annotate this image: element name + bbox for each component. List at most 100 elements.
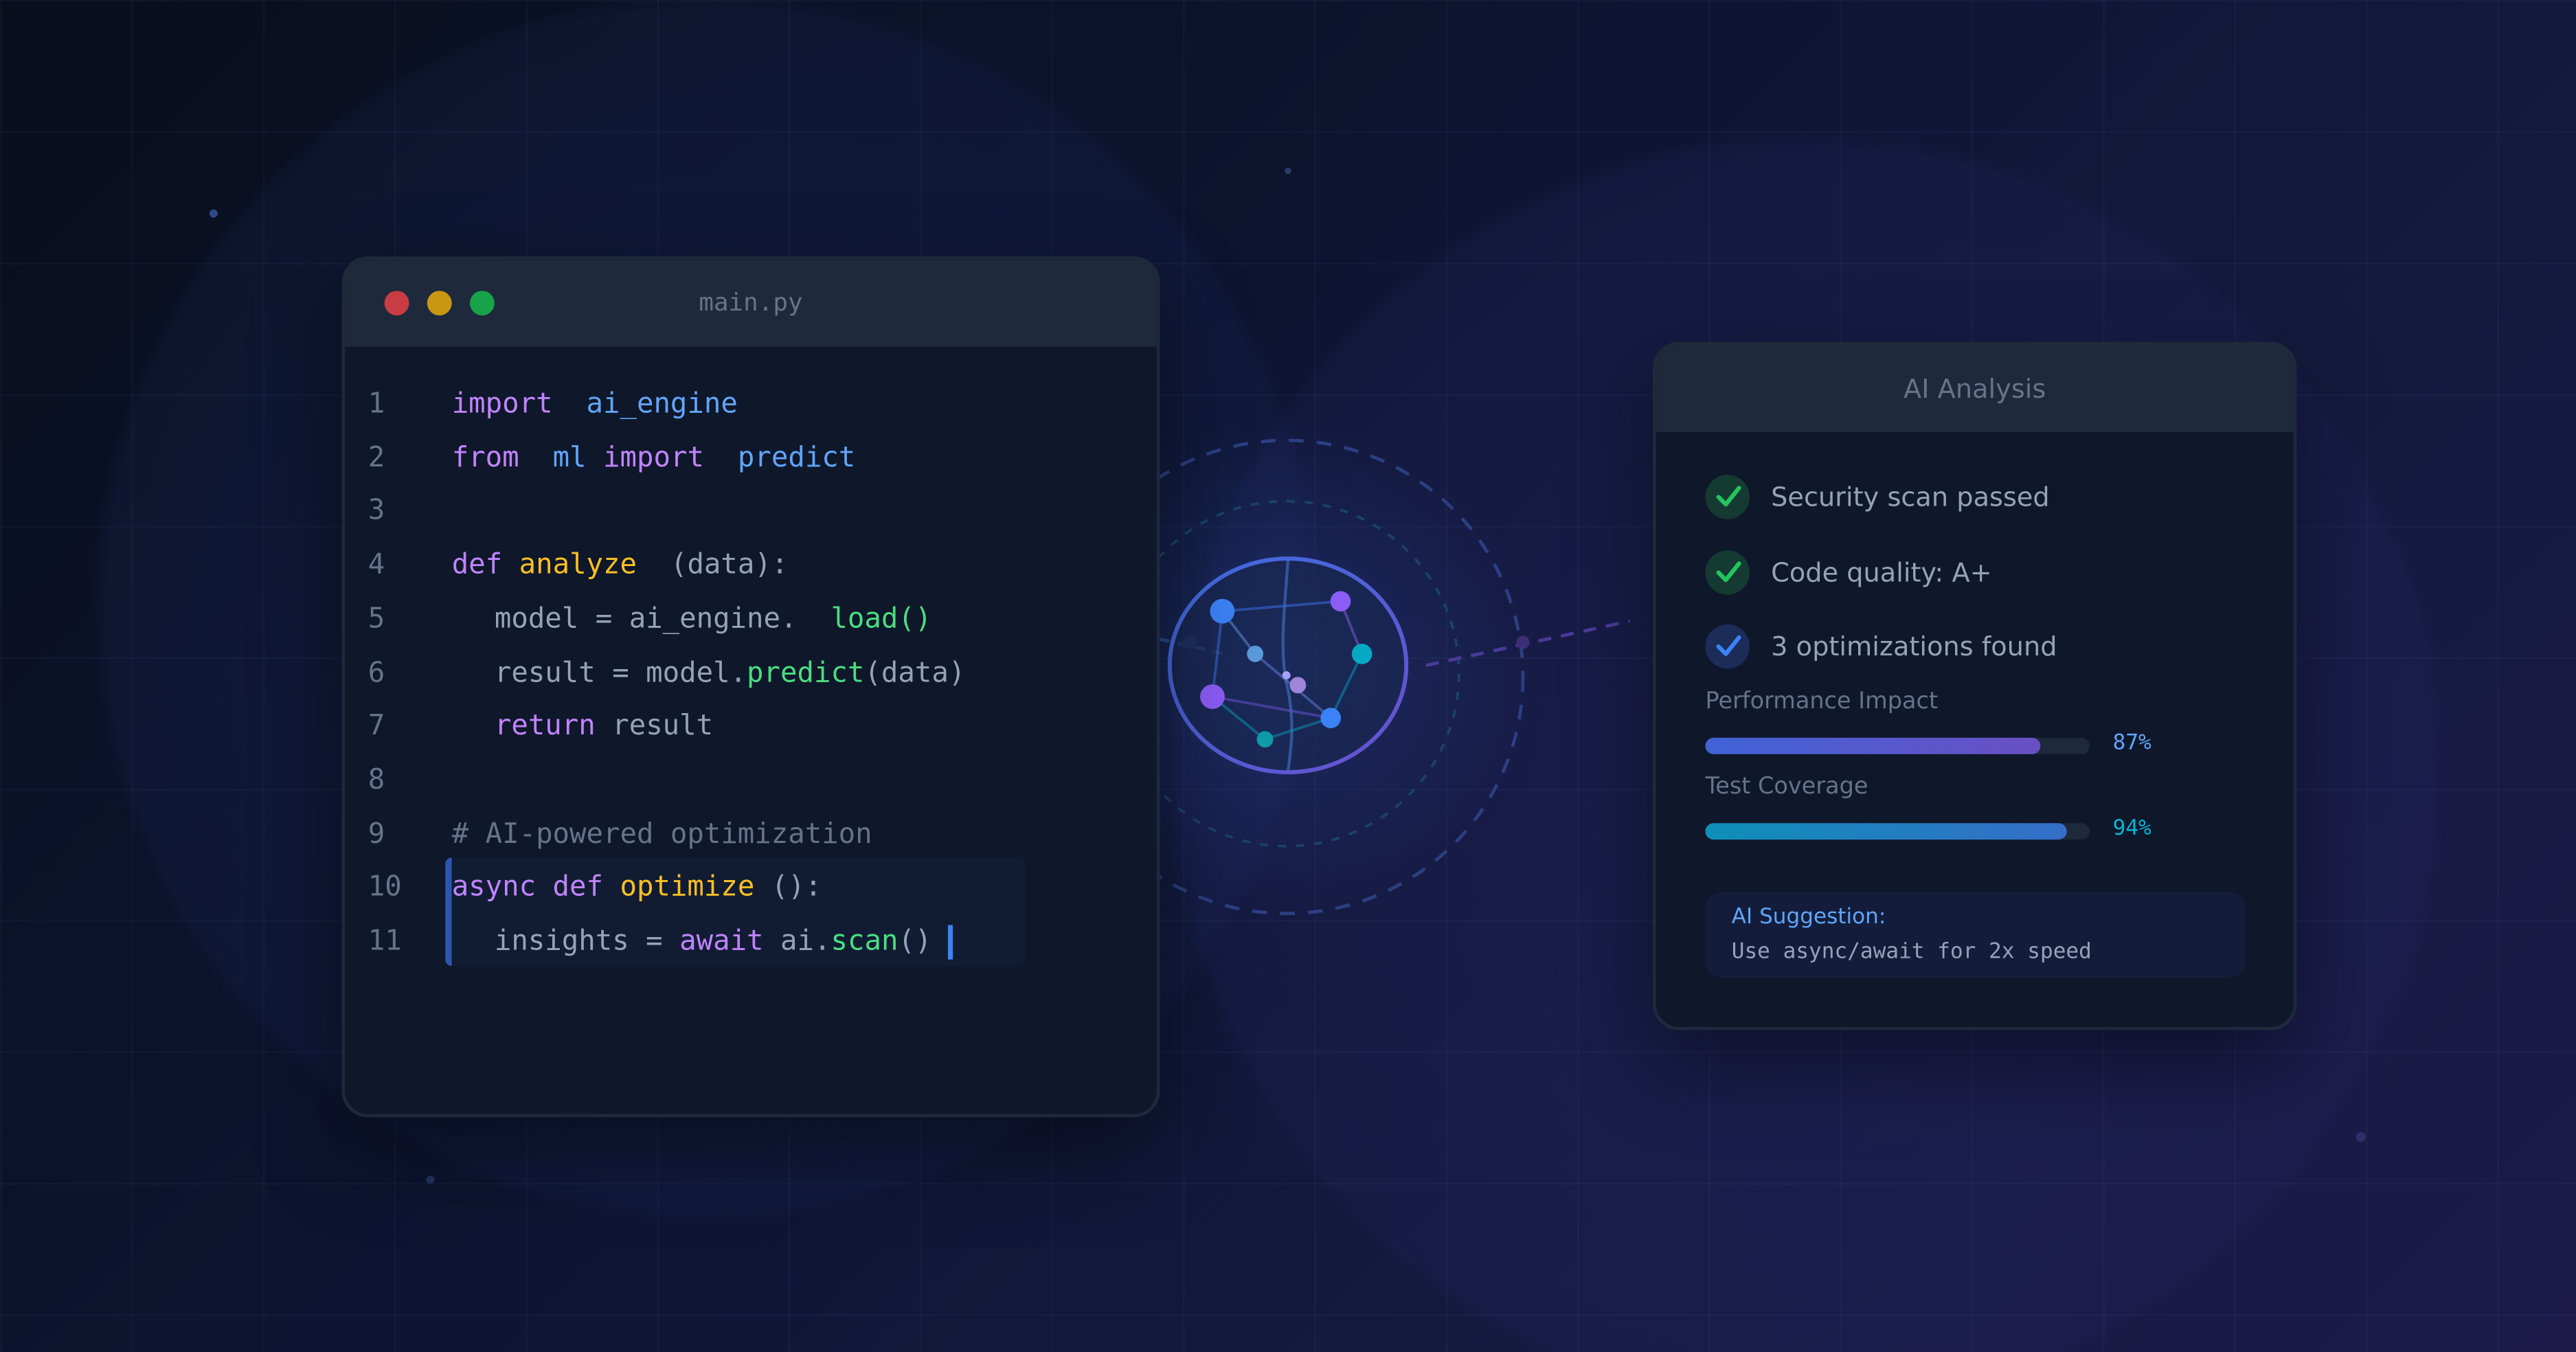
- code-line: 9 # AI-powered optimization: [345, 814, 1150, 853]
- analysis-title-bar: AI Analysis: [1656, 345, 2294, 432]
- code-line: 1 import ai_engine: [345, 385, 1150, 424]
- code-line: 3: [345, 492, 1150, 531]
- code-token: predict: [703, 441, 856, 475]
- code-line: 2 from ml import predict: [345, 438, 1150, 477]
- code-text: result = model.predict(data): [495, 653, 965, 692]
- code-line: 10 async def optimize ():: [345, 868, 1150, 907]
- line-number: 5: [368, 602, 385, 636]
- ai-analysis-panel: AI Analysis Security scan passed Code qua…: [1652, 341, 2297, 1030]
- code-token: scan: [831, 925, 899, 958]
- code-token: ai_engine: [552, 387, 738, 421]
- code-line: 6 result = model.predict(data): [345, 653, 1150, 692]
- particle: [209, 209, 218, 218]
- metric-label: Test Coverage: [1705, 774, 1868, 800]
- maximize-window-button[interactable]: [469, 291, 495, 316]
- line-number: 6: [368, 656, 385, 690]
- minimize-window-button[interactable]: [427, 291, 452, 316]
- code-text: def analyze (data):: [452, 545, 789, 585]
- code-token: import: [451, 387, 553, 421]
- network-node: [1210, 598, 1235, 624]
- check-item: Code quality: A+: [1705, 549, 1992, 595]
- check-icon: [1705, 623, 1750, 668]
- code-token: def: [451, 549, 519, 582]
- line-number: 8: [368, 763, 385, 797]
- editor-title-bar: main.py: [345, 259, 1157, 347]
- check-icon: [1705, 549, 1750, 594]
- check-label: Code quality: A+: [1771, 556, 1992, 587]
- code-token: result = model.: [494, 656, 747, 690]
- line-number: 4: [368, 549, 385, 582]
- code-text: insights = await ai.scan(): [495, 922, 953, 961]
- code-token: await: [679, 925, 781, 958]
- network-node: [1256, 731, 1274, 748]
- line-number: 2: [368, 441, 385, 475]
- code-token: optimize: [620, 871, 755, 905]
- code-line: 7 return result: [345, 707, 1150, 746]
- code-token: ():: [754, 871, 822, 905]
- code-token: ai.: [780, 925, 831, 958]
- line-number: 3: [368, 495, 385, 528]
- line-number: 9: [368, 818, 385, 850]
- line-number: 7: [368, 710, 385, 743]
- particle: [426, 1175, 435, 1184]
- code-token: result: [612, 710, 714, 743]
- metric-percent: 94%: [2112, 816, 2151, 842]
- progress-bar: [1705, 737, 2090, 754]
- ai-suggestion-box: AI Suggestion: Use async/await for 2x sp…: [1705, 892, 2246, 978]
- code-line: 4 def analyze (data):: [345, 545, 1150, 585]
- code-editor-window: main.py 1 import ai_engine 2 from ml import…: [341, 256, 1160, 1118]
- progress-fill: [1705, 823, 2067, 840]
- code-token: # AI-powered optimization: [451, 818, 872, 850]
- metric-label: Performance Impact: [1705, 688, 1939, 715]
- code-text: # AI-powered optimization: [452, 814, 872, 853]
- code-token: load(): [831, 602, 932, 636]
- suggestion-text: Use async/await for 2x speed: [1731, 939, 2092, 965]
- code-token: analyze: [519, 549, 637, 582]
- particle: [1285, 167, 1291, 174]
- check-item: 3 optimizations found: [1705, 622, 2057, 668]
- file-name-title: main.py: [699, 287, 803, 317]
- code-text: import ai_engine: [452, 385, 738, 424]
- code-token: insights =: [494, 925, 680, 958]
- progress-fill: [1705, 737, 2040, 754]
- connector-node: [1516, 635, 1530, 649]
- network-node: [1200, 684, 1225, 709]
- progress-bar: [1705, 823, 2090, 840]
- code-token: (data):: [637, 549, 789, 582]
- code-text: async def optimize ():: [452, 868, 822, 907]
- check-label: 3 optimizations found: [1771, 630, 2057, 662]
- network-node: [1289, 677, 1307, 694]
- particle: [2355, 1131, 2366, 1142]
- check-icon: [1705, 473, 1750, 519]
- line-number: 1: [368, 387, 385, 421]
- line-number: 10: [368, 871, 402, 905]
- highlighted-code-block: [445, 857, 1026, 967]
- code-line: 8: [345, 760, 1150, 800]
- close-window-button[interactable]: [384, 291, 409, 316]
- outer-dashed-ring: [1048, 438, 1525, 916]
- code-text: model = ai_engine. load(): [495, 599, 931, 638]
- code-line: 11 insights = await ai.scan(): [345, 922, 1150, 961]
- code-token: predict: [747, 656, 865, 690]
- network-node: [1282, 671, 1291, 679]
- code-text: return result: [495, 707, 713, 746]
- code-text: from ml import predict: [452, 438, 856, 477]
- code-line: 5 model = ai_engine. load(): [345, 599, 1150, 638]
- network-node: [1247, 645, 1264, 662]
- code-token: return: [494, 710, 613, 743]
- code-token: (): [898, 925, 932, 958]
- line-number: 11: [368, 925, 402, 958]
- network-node: [1330, 591, 1351, 612]
- check-item: Security scan passed: [1705, 473, 2050, 519]
- middle-dashed-ring: [1112, 499, 1460, 848]
- code-token: from: [451, 441, 519, 475]
- code-token: (data): [864, 656, 966, 690]
- network-node: [1351, 644, 1372, 664]
- code-token: model = ai_engine.: [494, 602, 831, 636]
- suggestion-title: AI Suggestion:: [1731, 905, 1886, 930]
- analysis-title: AI Analysis: [1903, 372, 2046, 405]
- text-cursor: [948, 924, 953, 959]
- metric-percent: 87%: [2112, 731, 2151, 756]
- code-token: async def: [451, 871, 620, 905]
